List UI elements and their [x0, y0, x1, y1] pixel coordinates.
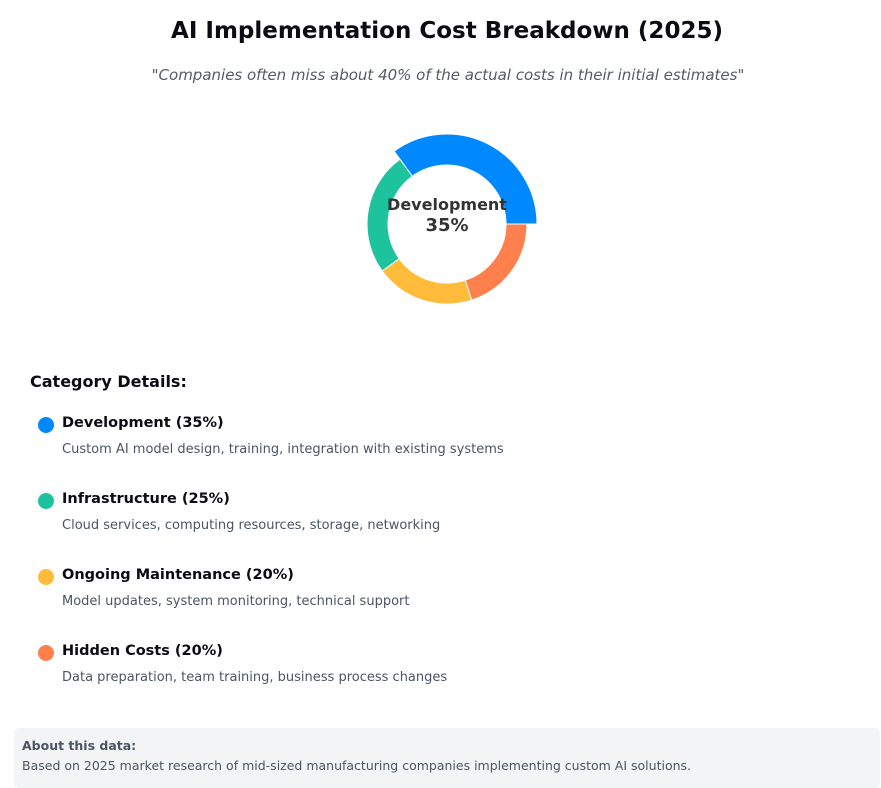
about-data-text: Based on 2025 market research of mid-siz…: [22, 758, 692, 773]
page-subtitle-quote: "Companies often miss about 40% of the a…: [151, 66, 745, 84]
donut-chart: Development 35%: [347, 124, 547, 324]
category-name: Ongoing Maintenance (20%): [62, 567, 294, 583]
donut-segment-hidden-costs[interactable]: [464, 223, 528, 301]
category-description: Cloud services, computing resources, sto…: [62, 518, 441, 533]
donut-center-category: Development: [387, 195, 507, 214]
about-data-title: About this data:: [22, 738, 137, 753]
donut-segment-development[interactable]: [393, 133, 538, 225]
about-data-box: About this data: Based on 2025 market re…: [14, 728, 880, 788]
donut-center-label: Development 35%: [347, 194, 547, 236]
category-name: Hidden Costs (20%): [62, 643, 223, 659]
donut-chart-svg: [366, 133, 538, 305]
donut-segment-ongoing-maintenance[interactable]: [381, 257, 473, 305]
category-description: Data preparation, team training, busines…: [62, 670, 448, 685]
category-description: Model updates, system monitoring, techni…: [62, 594, 410, 609]
category-description: Custom AI model design, training, integr…: [62, 442, 504, 457]
category-name: Infrastructure (25%): [62, 491, 230, 507]
maintenance-color-dot-icon: [38, 569, 54, 585]
infrastructure-color-dot-icon: [38, 493, 54, 509]
donut-center-value: 35%: [425, 215, 469, 236]
category-name: Development (35%): [62, 415, 224, 431]
page-title: AI Implementation Cost Breakdown (2025): [171, 18, 723, 44]
hidden-costs-color-dot-icon: [38, 645, 54, 661]
development-color-dot-icon: [38, 417, 54, 433]
category-details-heading: Category Details:: [30, 372, 187, 391]
